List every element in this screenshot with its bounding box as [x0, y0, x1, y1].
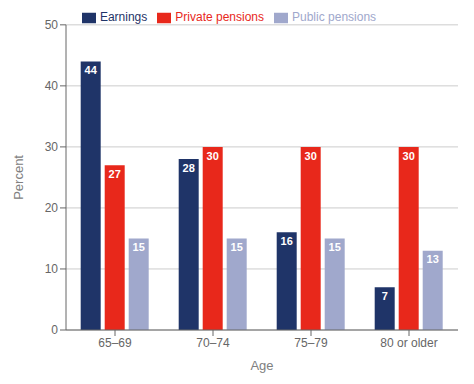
- svg-text:44: 44: [85, 64, 98, 76]
- svg-text:30: 30: [207, 150, 219, 162]
- svg-text:20: 20: [45, 201, 59, 215]
- svg-text:30: 30: [45, 140, 59, 154]
- svg-text:40: 40: [45, 79, 59, 93]
- svg-text:Age: Age: [250, 358, 273, 373]
- html-text:Private pensions: Private pensions: [175, 10, 264, 24]
- svg-text:65–69: 65–69: [98, 336, 132, 350]
- svg-text:0: 0: [51, 323, 58, 337]
- svg-text:30: 30: [305, 150, 317, 162]
- svg-text:15: 15: [329, 241, 341, 253]
- svg-text:Percent: Percent: [11, 155, 26, 200]
- svg-text:15: 15: [231, 241, 243, 253]
- svg-text:16: 16: [281, 235, 293, 247]
- svg-text:70–74: 70–74: [196, 336, 230, 350]
- svg-text:10: 10: [45, 262, 59, 276]
- svg-text:28: 28: [183, 162, 195, 174]
- svg-text:30: 30: [403, 150, 415, 162]
- svg-text:13: 13: [427, 253, 439, 265]
- svg-text:50: 50: [45, 18, 59, 32]
- html-text:Earnings: Earnings: [99, 10, 148, 24]
- svg-text:7: 7: [382, 290, 388, 302]
- svg-text:80 or older: 80 or older: [380, 336, 437, 350]
- svg-text:27: 27: [109, 168, 121, 180]
- svg-text:75–79: 75–79: [294, 336, 328, 350]
- svg-text:15: 15: [133, 241, 145, 253]
- html-text:Public pensions: Public pensions: [292, 10, 377, 24]
